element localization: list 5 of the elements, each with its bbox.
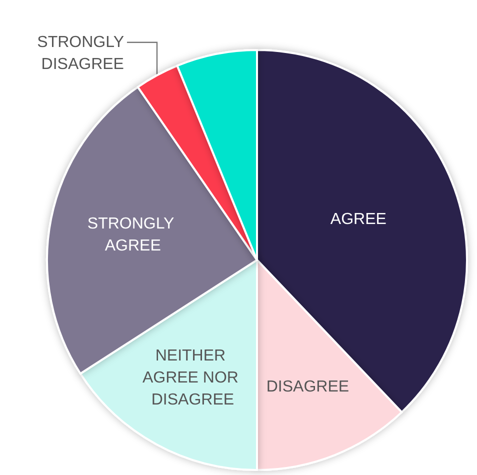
slice-label: DISAGREE <box>266 378 350 396</box>
slice-label: STRONGLY AGREE <box>87 216 178 255</box>
slice-label: AGREE <box>330 210 386 228</box>
slice-label: STRONGLY DISAGREE <box>36 34 124 73</box>
slice-label: NEITHER AGREE NOR DISAGREE <box>142 347 243 408</box>
